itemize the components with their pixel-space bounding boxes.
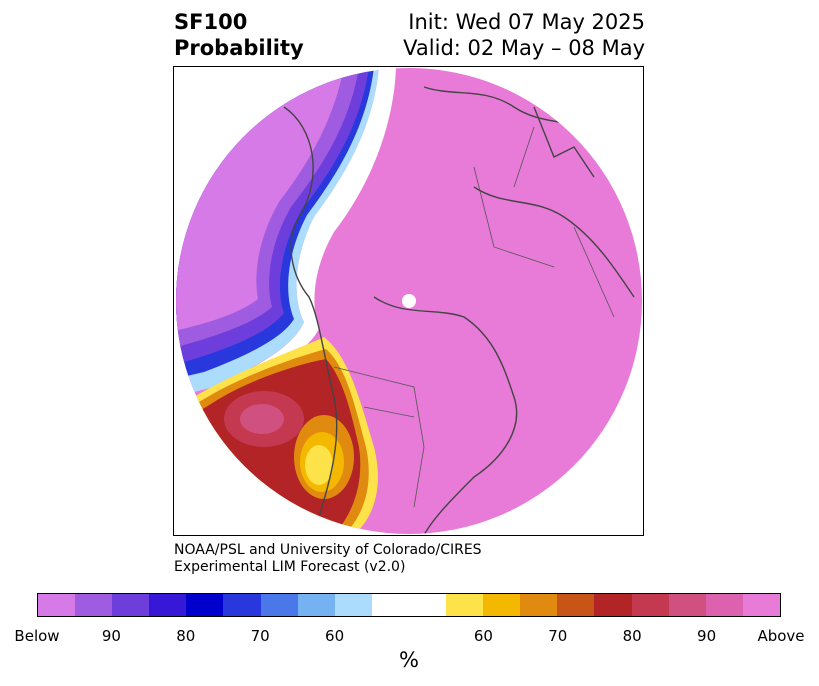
forecast-map [173, 66, 644, 536]
colorbar-segment [408, 594, 447, 616]
polar-map-svg [176, 68, 642, 534]
colorbar-tick-label: 80 [622, 627, 642, 645]
colorbar-segment [446, 594, 484, 616]
colorbar-segment [334, 594, 372, 616]
colorbar-tick-label: 60 [473, 627, 493, 645]
credit-block: NOAA/PSL and University of Colorado/CIRE… [174, 542, 482, 576]
colorbar-tick-label: 90 [101, 627, 121, 645]
colorbar-segment [223, 594, 261, 616]
variable-title: SF100 [174, 10, 248, 34]
init-date: Init: Wed 07 May 2025 [408, 10, 645, 34]
title-block-left: SF100 Probability [174, 9, 304, 61]
colorbar-segment [112, 594, 150, 616]
colorbar-tick-label: 70 [250, 627, 270, 645]
title-block-right: Init: Wed 07 May 2025 Valid: 02 May – 08… [403, 9, 645, 61]
colorbar-segment [75, 594, 113, 616]
colorbar-segment [594, 594, 632, 616]
colorbar-segment [668, 594, 706, 616]
colorbar-segment [705, 594, 743, 616]
valid-range: Valid: 02 May – 08 May [403, 36, 645, 60]
colorbar-unit: % [399, 648, 419, 672]
neutral-band [194, 68, 396, 397]
colorbar-segment [38, 594, 76, 616]
colorbar-segment [742, 594, 780, 616]
colorbar-segment [186, 594, 224, 616]
colorbar-tick-label: 80 [176, 627, 196, 645]
credit-line-1: NOAA/PSL and University of Colorado/CIRE… [174, 542, 482, 558]
colorbar [37, 593, 781, 617]
colorbar-segment [520, 594, 558, 616]
pole-hole [402, 294, 416, 308]
product-subtitle: Probability [174, 36, 304, 60]
credit-line-2: Experimental LIM Forecast (v2.0) [174, 559, 406, 575]
colorbar-segment [260, 594, 298, 616]
colorbar-tick-label: Below [14, 627, 60, 645]
colorbar-tick-label: Above [757, 627, 805, 645]
colorbar-segment [483, 594, 521, 616]
colorbar-segment [631, 594, 669, 616]
colorbar-tick-label: 90 [697, 627, 717, 645]
colorbar-tick-label: 70 [548, 627, 568, 645]
colorbar-segment [557, 594, 595, 616]
colorbar-segment [149, 594, 187, 616]
colorbar-tick-label: 60 [325, 627, 345, 645]
colorbar-segment [297, 594, 335, 616]
colorbar-segment [371, 594, 409, 616]
borders [333, 126, 615, 508]
